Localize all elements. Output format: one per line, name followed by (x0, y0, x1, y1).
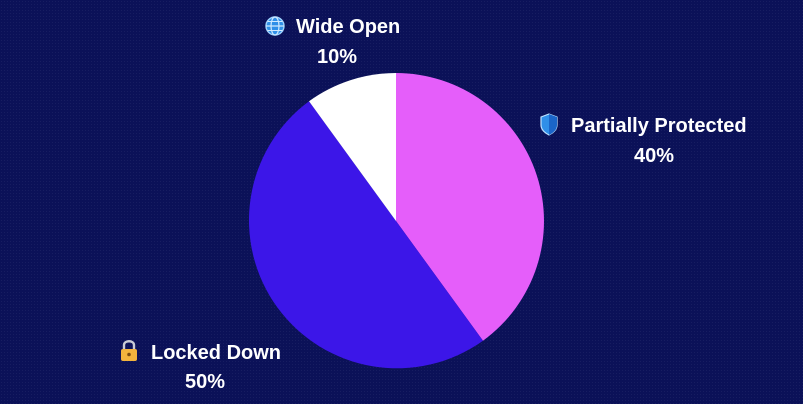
slice-label-value: 40% (634, 145, 674, 167)
slice-label-value: 10% (317, 46, 357, 68)
label-partially-protected: Partially Protected 40% (540, 113, 747, 167)
pie-slice-locked-down (248, 101, 483, 369)
slice-label-value: 50% (185, 371, 225, 393)
globe-icon (265, 16, 285, 36)
lock-icon (121, 340, 137, 361)
pie-slice-wide-open (309, 73, 396, 221)
shield-icon (540, 113, 558, 136)
slice-label-name: Partially Protected (571, 115, 747, 137)
pie-slices (248, 73, 544, 369)
pie-slice-partially-protected (396, 73, 544, 341)
slice-label-name: Wide Open (296, 16, 400, 38)
label-wide-open: Wide Open 10% (265, 16, 400, 68)
slice-label-name: Locked Down (151, 342, 281, 364)
label-locked-down: Locked Down 50% (121, 340, 281, 393)
